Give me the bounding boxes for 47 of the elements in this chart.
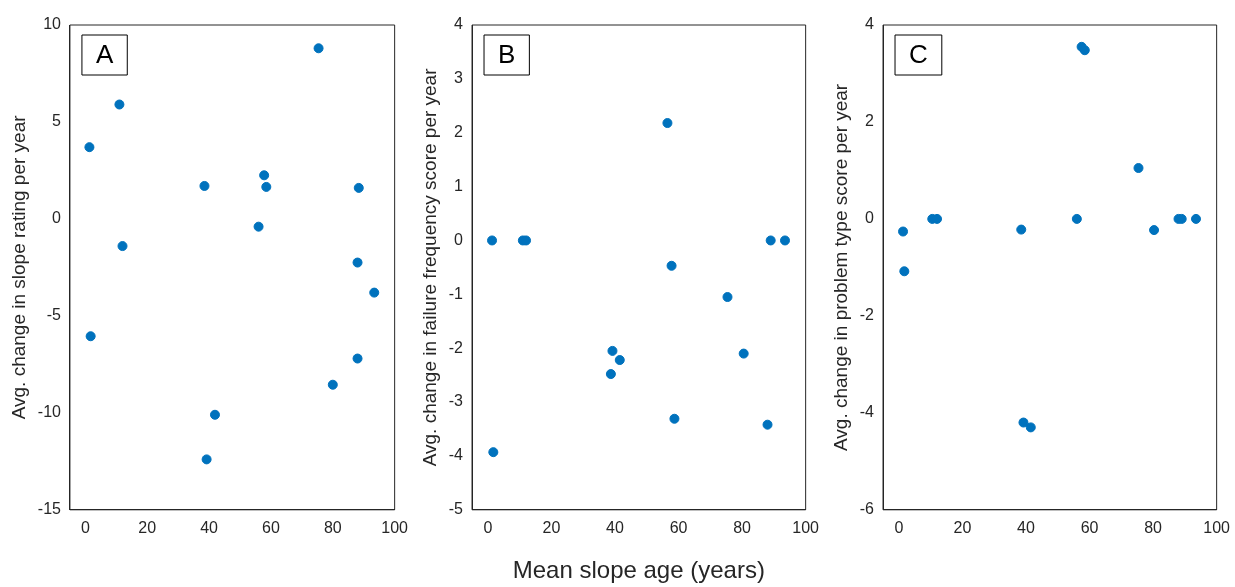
- x-tick-label: 20: [953, 518, 972, 536]
- y-tick-label: -4: [859, 403, 875, 421]
- x-tick-label: 60: [262, 518, 280, 536]
- y-tick-label: -3: [448, 392, 464, 410]
- y-tick-label: 0: [52, 209, 62, 227]
- x-tick-label: 0: [483, 518, 493, 536]
- y-axis-title: Avg. change in failure frequency score per year: [418, 67, 440, 467]
- y-tick-label: 4: [865, 15, 875, 33]
- x-tick-label: 60: [1080, 518, 1099, 536]
- y-tick-label: -1: [448, 284, 464, 302]
- y-tick-label: -10: [37, 403, 62, 421]
- annotation: B: [498, 39, 516, 70]
- y-tick-label: -2: [859, 306, 875, 324]
- y-tick-label: 0: [454, 230, 464, 248]
- x-tick-label: 20: [542, 518, 561, 536]
- y-tick-label: -5: [448, 500, 464, 518]
- y-tick-label: 0: [865, 209, 875, 227]
- x-tick-label: 0: [894, 518, 904, 536]
- x-tick-label: 40: [200, 518, 219, 536]
- x-tick-label: 40: [606, 518, 625, 536]
- x-tick-label: 0: [80, 518, 90, 536]
- y-tick-label: 2: [454, 123, 464, 141]
- x-tick-label: 80: [323, 518, 342, 536]
- x-tick-label: 100: [792, 518, 820, 536]
- y-tick-label: -5: [46, 306, 62, 324]
- y-tick-label: 2: [865, 112, 875, 130]
- x-tick-label: 40: [1017, 518, 1036, 536]
- x-tick-label: 80: [1144, 518, 1163, 536]
- y-axis-title: Avg. change in slope rating per year: [7, 114, 29, 420]
- y-tick-label: -6: [859, 500, 875, 518]
- y-tick-label: 1: [454, 177, 464, 195]
- x-tick-label: 20: [138, 518, 157, 536]
- y-axis-title: Avg. change in problem type score per year: [829, 83, 851, 451]
- x-tick-label: 60: [669, 518, 688, 536]
- x-tick-label: 100: [1203, 518, 1231, 536]
- annotation: A: [95, 39, 114, 70]
- y-tick-label: 4: [454, 15, 464, 33]
- y-tick-label: 5: [52, 112, 62, 130]
- y-tick-label: -15: [37, 500, 62, 518]
- y-tick-label: 3: [454, 69, 464, 87]
- x-tick-label: 80: [733, 518, 752, 536]
- annotation: C: [909, 39, 928, 70]
- y-tick-label: -2: [448, 338, 464, 356]
- x-axis-title: Mean slope age (years): [512, 555, 765, 583]
- x-tick-label: 100: [381, 518, 409, 536]
- y-tick-label: -4: [448, 446, 464, 464]
- y-tick-label: 10: [43, 15, 62, 33]
